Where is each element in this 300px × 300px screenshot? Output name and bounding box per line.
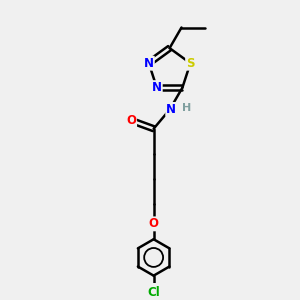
Text: H: H	[182, 103, 191, 113]
Text: N: N	[144, 57, 154, 70]
Text: O: O	[126, 114, 136, 127]
Text: Cl: Cl	[147, 286, 160, 299]
Text: S: S	[186, 57, 195, 70]
Text: O: O	[148, 218, 159, 230]
Text: N: N	[166, 103, 176, 116]
Text: N: N	[152, 81, 162, 94]
